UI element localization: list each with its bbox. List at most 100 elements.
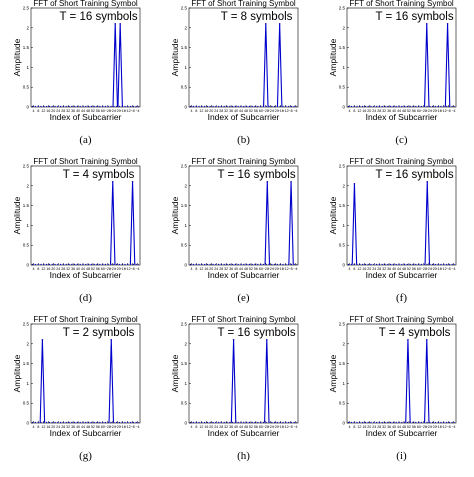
x-tick-label: 60 [259, 267, 263, 271]
y-tick-label: 1.5 [339, 45, 346, 50]
y-tick-label: 2.5 [339, 164, 346, 169]
chart-panel-e: FFT of Short Training Symbol T = 16 symbo… [170, 157, 299, 304]
plot-frame [346, 7, 457, 108]
x-tick-label: 20 [367, 267, 371, 271]
x-tick-label: −8 [289, 425, 293, 429]
x-tick-label: 16 [204, 267, 208, 271]
x-tick-label: 16 [46, 109, 50, 113]
period-annotation: T = 4 symbols [379, 327, 451, 339]
x-tick-label: 28 [377, 425, 381, 429]
x-tick-label: 36 [71, 109, 75, 113]
x-tick-label: 16 [362, 425, 366, 429]
peak-point-1 [425, 23, 428, 25]
x-tick-label: 16 [204, 425, 208, 429]
x-tick-label: −16 [120, 267, 126, 271]
x-tick-label: −20 [273, 267, 279, 271]
y-tick-label: 1 [26, 381, 29, 386]
chart-title: FFT of Short Training Symbol [33, 0, 138, 8]
x-tick-label: −20 [431, 425, 437, 429]
x-tick-label: 60 [101, 109, 105, 113]
y-tick-label: 0 [184, 105, 187, 110]
x-tick-label: 56 [412, 425, 416, 429]
peak-point-2 [265, 339, 268, 341]
x-tick-label: 56 [412, 109, 416, 113]
peak-point-1 [232, 339, 235, 341]
peak-point-2 [290, 181, 292, 183]
x-tick-label: 36 [71, 267, 75, 271]
chart-panel-a: FFT of Short Training Symbol T = 16 symbo… [12, 0, 141, 146]
x-tick-label: −8 [447, 109, 451, 113]
y-tick-label: 2 [184, 183, 187, 188]
x-tick-label: −20 [115, 425, 121, 429]
x-tick-label: 48 [244, 425, 248, 429]
x-tick-label: −16 [278, 267, 284, 271]
x-tick-label: −16 [120, 425, 126, 429]
x-tick-label: −8 [131, 425, 135, 429]
y-tick-label: 2 [26, 25, 29, 30]
x-tick-label: 8 [353, 267, 355, 271]
x-tick-label: −8 [131, 267, 135, 271]
panel-caption: (h) [237, 450, 250, 462]
x-tick-label: 28 [61, 267, 65, 271]
x-tick-label: 48 [402, 425, 406, 429]
period-annotation: T = 16 symbols [376, 169, 454, 181]
panel-caption: (b) [237, 134, 250, 146]
y-tick-label: 2 [184, 341, 187, 346]
x-tick-label: 20 [209, 109, 213, 113]
x-tick-label: 8 [195, 109, 197, 113]
y-axis-label: Amplitude [12, 38, 22, 76]
y-tick-label: 1 [26, 65, 29, 70]
y-tick-label: 0 [26, 105, 29, 110]
x-tick-label: 16 [204, 109, 208, 113]
x-tick-label: 44 [81, 109, 85, 113]
x-tick-label: 40 [234, 425, 238, 429]
x-tick-label: 12 [357, 109, 361, 113]
peak-point-1 [111, 181, 114, 183]
peak-point-2 [426, 181, 429, 183]
y-tick-label: 0.5 [23, 85, 30, 90]
x-tick-label: 24 [214, 267, 218, 271]
x-tick-label: 8 [37, 109, 39, 113]
period-annotation: T = 16 symbols [218, 327, 296, 339]
x-tick-label: 32 [382, 425, 386, 429]
panel-caption: (g) [79, 450, 92, 462]
x-tick-label: 48 [402, 109, 406, 113]
x-tick-label: 20 [51, 267, 55, 271]
x-tick-label: 36 [387, 109, 391, 113]
x-tick-label: 36 [229, 425, 233, 429]
x-tick-label: −16 [120, 109, 126, 113]
y-tick-label: 0.5 [339, 85, 346, 90]
x-tick-label: −28 [263, 109, 269, 113]
x-axis-label: Index of Subcarrier [50, 428, 122, 438]
x-tick-label: 32 [66, 425, 70, 429]
y-tick-label: 2 [26, 341, 29, 346]
y-tick-label: 2 [26, 183, 29, 188]
y-tick-label: 2.5 [23, 6, 30, 11]
x-tick-label: 56 [96, 425, 100, 429]
x-tick-label: 60 [259, 425, 263, 429]
x-tick-label: 20 [51, 109, 55, 113]
x-tick-label: 28 [377, 109, 381, 113]
x-tick-label: −20 [431, 267, 437, 271]
y-tick-label: 0.5 [339, 243, 346, 248]
x-tick-label: 32 [224, 109, 228, 113]
chart-title: FFT of Short Training Symbol [349, 0, 454, 8]
y-tick-label: 2.5 [23, 164, 30, 169]
y-axis-label: Amplitude [170, 196, 180, 234]
x-tick-label: −16 [436, 109, 442, 113]
plot-frame [188, 323, 299, 424]
x-tick-label: 24 [56, 425, 60, 429]
chart-title: FFT of Short Training Symbol [33, 315, 138, 324]
chart-title: FFT of Short Training Symbol [191, 157, 296, 166]
x-tick-label: −16 [278, 425, 284, 429]
x-tick-label: −24 [426, 109, 432, 113]
x-tick-label: 4 [348, 425, 350, 429]
y-tick-label: 1.5 [23, 361, 30, 366]
chart-title: FFT of Short Training Symbol [349, 157, 454, 166]
x-tick-label: −24 [268, 425, 274, 429]
y-tick-label: 2.5 [339, 322, 346, 327]
x-tick-label: 12 [199, 109, 203, 113]
peak-point-2 [446, 23, 449, 25]
x-tick-label: 28 [219, 425, 223, 429]
y-tick-label: 2.5 [339, 6, 346, 11]
